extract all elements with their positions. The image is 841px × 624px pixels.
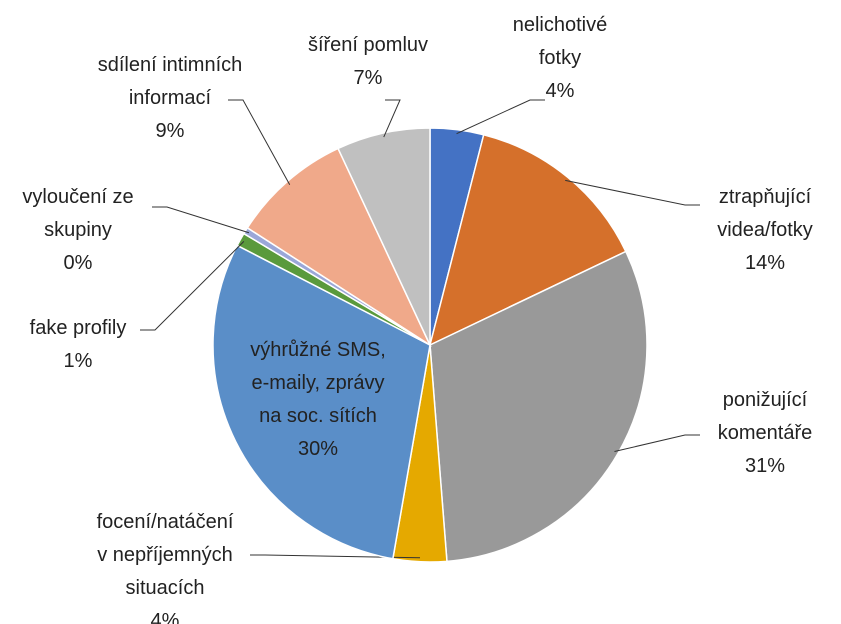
leader-line	[456, 99, 545, 135]
pie-slice	[429, 250, 648, 563]
leader-line	[228, 99, 291, 185]
pie-slice	[212, 244, 431, 560]
slice-label: šíření pomluv	[307, 34, 429, 56]
slice-value: 31%	[744, 455, 786, 477]
slice-value: 7%	[353, 67, 383, 89]
leader-line	[614, 434, 700, 452]
leader-line	[140, 241, 245, 331]
slice-value: 9%	[155, 120, 185, 142]
slice-label: ponižující komentáře	[717, 389, 813, 444]
leader-line	[383, 99, 401, 138]
pie-slice	[428, 133, 627, 347]
slice-label: výhrůžné SMS, e-maily, zprávy na soc. sí…	[250, 339, 386, 427]
slice-label: vyloučení ze skupiny	[22, 186, 134, 241]
slice-value: 30%	[297, 438, 339, 460]
leader-line	[250, 554, 421, 559]
leader-line	[565, 179, 700, 206]
slice-value: 0%	[63, 252, 93, 274]
slice-value: 14%	[744, 252, 786, 274]
pie-slice	[246, 147, 432, 348]
slice-label: fake profily	[29, 317, 127, 339]
slice-label: sdílení intimních informací	[97, 54, 243, 109]
slice-label: nelichotivé fotky	[512, 14, 608, 69]
slice-value: 4%	[150, 610, 180, 624]
leader-line	[152, 206, 250, 234]
slice-value: 4%	[545, 80, 575, 102]
slice-label: ztrapňující videa/fotky	[717, 186, 813, 241]
slice-label: focení/natáčení v nepříjemných situacích	[96, 511, 234, 599]
pie-slice	[337, 127, 431, 346]
slice-value: 1%	[63, 350, 93, 372]
